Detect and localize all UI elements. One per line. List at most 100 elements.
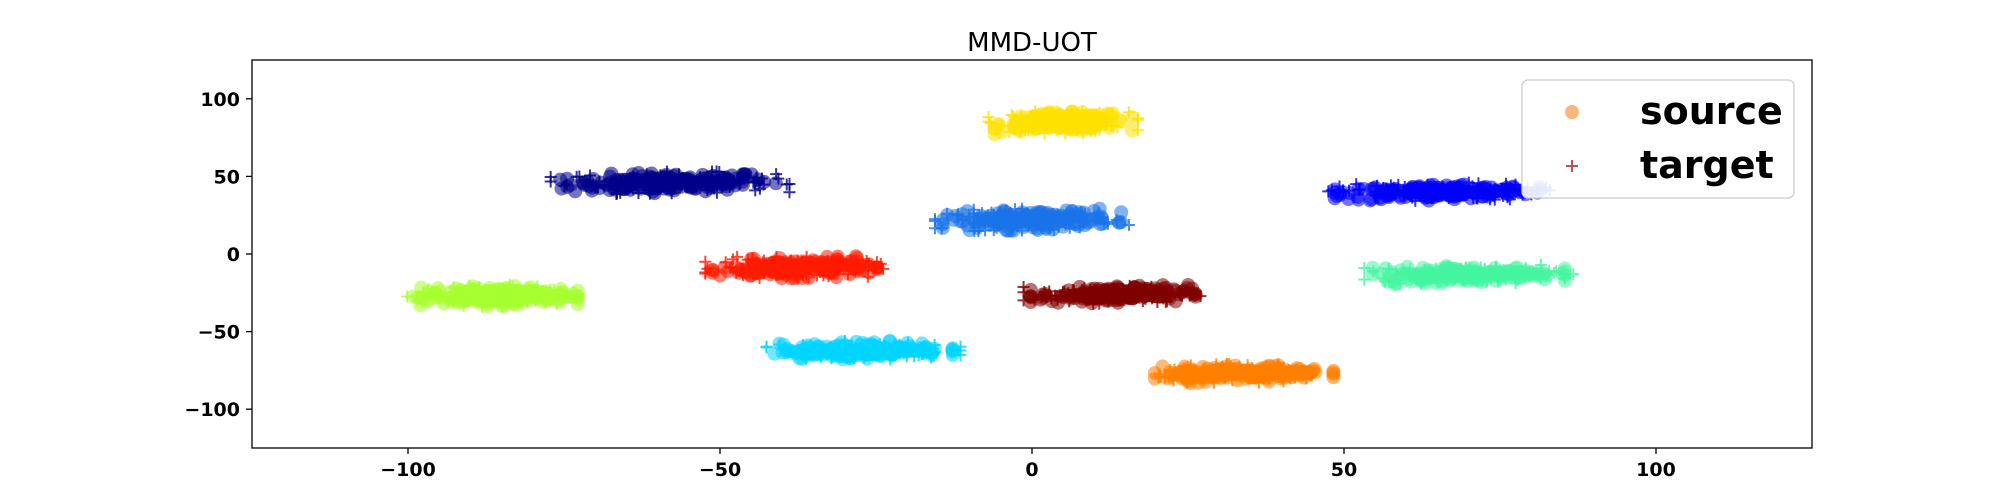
target-point — [1524, 269, 1537, 282]
target-point — [540, 294, 553, 307]
source-point — [735, 167, 750, 182]
y-tick-label: 0 — [227, 244, 240, 266]
target-point — [715, 177, 728, 190]
target-point — [503, 278, 516, 291]
target-point — [816, 344, 829, 357]
target-point — [514, 287, 527, 300]
source-point — [1341, 192, 1356, 207]
target-point — [1152, 371, 1165, 384]
chart-title: MMD-UOT — [967, 28, 1097, 58]
target-point — [401, 290, 414, 303]
target-point — [784, 254, 797, 267]
target-point — [411, 294, 424, 307]
target-point — [1130, 291, 1143, 304]
target-point — [862, 260, 875, 273]
target-point — [1063, 221, 1076, 234]
target-point — [1469, 268, 1482, 281]
target-point — [1076, 111, 1089, 124]
target-point — [1462, 265, 1475, 278]
target-point — [1040, 108, 1053, 121]
target-point — [1053, 212, 1066, 225]
legend: source target — [1521, 79, 1795, 199]
target-point — [900, 350, 913, 363]
target-point — [742, 263, 755, 276]
target-point — [699, 255, 712, 268]
target-point — [457, 300, 470, 313]
target-point — [1449, 186, 1462, 199]
target-point — [661, 165, 674, 178]
x-tick-label: 50 — [1331, 459, 1357, 481]
target-point — [1070, 108, 1083, 121]
target-point — [1488, 190, 1501, 203]
target-point — [504, 289, 517, 302]
target-point — [598, 179, 611, 192]
target-point — [775, 265, 788, 278]
target-point — [555, 287, 568, 300]
target-point — [925, 351, 938, 364]
target-point — [1406, 191, 1419, 204]
target-point — [1155, 284, 1168, 297]
target-point — [1425, 269, 1438, 282]
target-point — [1534, 258, 1547, 271]
source-point — [767, 346, 782, 361]
target-point — [1173, 287, 1186, 300]
target-point — [819, 259, 832, 272]
target-point — [613, 174, 626, 187]
target-point — [1380, 182, 1393, 195]
target-point — [1059, 127, 1072, 140]
target-point — [1459, 272, 1472, 285]
target-point — [861, 270, 874, 283]
target-point — [858, 345, 871, 358]
target-point — [1460, 188, 1473, 201]
target-point — [476, 301, 489, 314]
target-point — [1216, 366, 1229, 379]
target-point — [828, 263, 841, 276]
target-point — [980, 212, 993, 225]
target-point — [1305, 369, 1318, 382]
target-point — [1122, 289, 1135, 302]
target-point — [1472, 177, 1485, 190]
target-point — [1207, 373, 1220, 386]
target-point — [1322, 185, 1335, 198]
target-point — [1478, 263, 1491, 276]
target-point — [1455, 181, 1468, 194]
target-point — [1005, 221, 1018, 234]
target-point — [770, 168, 783, 181]
target-point — [467, 286, 480, 299]
target-point — [573, 170, 586, 183]
target-point — [1046, 121, 1059, 134]
target-point — [1093, 106, 1106, 119]
target-point — [446, 293, 459, 306]
target-point — [906, 340, 919, 353]
target-point — [584, 169, 597, 182]
target-point — [665, 187, 678, 200]
target-point — [927, 349, 940, 362]
target-point — [954, 344, 967, 357]
target-point — [1353, 183, 1366, 196]
target-point — [1078, 114, 1091, 127]
target-point — [935, 222, 948, 235]
target-point — [1432, 266, 1445, 279]
target-point — [589, 180, 602, 193]
target-point — [748, 175, 761, 188]
source-point — [1114, 205, 1129, 220]
target-point — [1285, 369, 1298, 382]
target-point — [1369, 185, 1382, 198]
legend-source-label: source — [1640, 89, 1783, 133]
target-point — [1296, 364, 1309, 377]
cluster — [1017, 277, 1207, 311]
target-point — [479, 287, 492, 300]
target-point — [1122, 106, 1135, 119]
target-point — [431, 287, 444, 300]
target-point — [536, 284, 549, 297]
source-point — [1351, 192, 1366, 207]
target-point — [1133, 285, 1146, 298]
target-point — [1078, 289, 1091, 302]
target-point — [626, 171, 639, 184]
target-point — [632, 186, 645, 199]
target-point — [1160, 295, 1173, 308]
cluster — [928, 201, 1136, 238]
target-point — [1188, 368, 1201, 381]
target-point — [1358, 273, 1371, 286]
